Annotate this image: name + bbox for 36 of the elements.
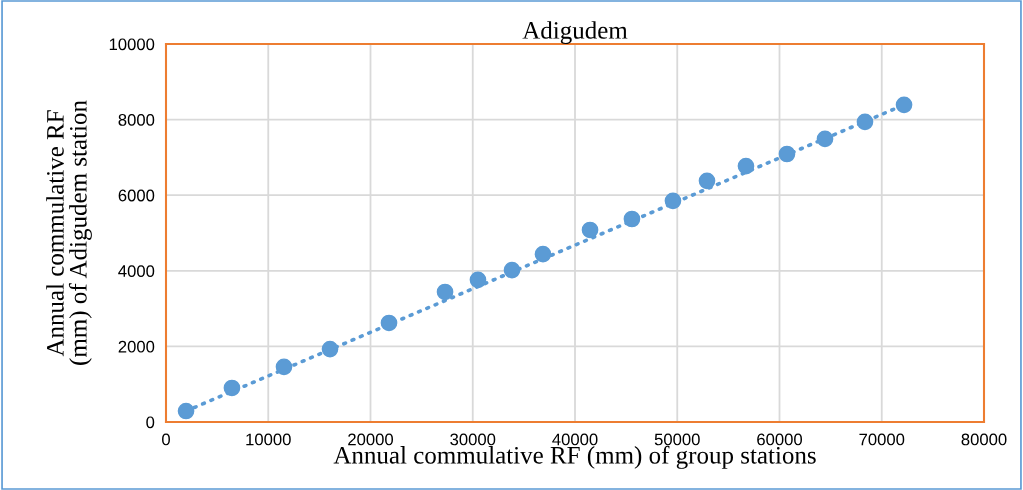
point xyxy=(698,172,716,190)
x-tick-label: 10000 xyxy=(246,433,291,446)
point xyxy=(469,271,487,289)
x-tick-label: 0 xyxy=(162,433,170,446)
point xyxy=(816,130,834,148)
x-tick-label: 30000 xyxy=(450,433,496,446)
y-tick-label: 6000 xyxy=(118,189,155,202)
point xyxy=(581,221,599,239)
point xyxy=(380,314,398,332)
y-tick-label: 8000 xyxy=(118,114,155,126)
point xyxy=(177,402,195,420)
point xyxy=(664,192,682,210)
point xyxy=(223,379,241,397)
point xyxy=(895,96,913,114)
x-axis-title: Annual commulative RF (mm) of group stations xyxy=(333,445,816,469)
y-tick-label: 0 xyxy=(146,416,155,429)
point xyxy=(856,113,874,131)
point xyxy=(778,145,796,163)
point xyxy=(534,245,552,263)
x-tick-label: 70000 xyxy=(859,433,905,446)
y-axis-title: Annual commulative RF (mm) of Adigudem station xyxy=(46,100,92,365)
point xyxy=(321,340,339,358)
chart-title: Adigudem xyxy=(522,21,628,44)
y-tick-label: 4000 xyxy=(118,265,155,277)
point xyxy=(275,358,293,376)
point xyxy=(737,157,755,175)
point xyxy=(503,261,521,279)
point xyxy=(623,210,641,228)
x-tick-label: 40000 xyxy=(552,433,598,446)
x-tick-label: 80000 xyxy=(961,433,1007,446)
point xyxy=(436,283,454,301)
x-tick-label: 20000 xyxy=(348,433,394,446)
x-tick-label: 50000 xyxy=(654,433,700,446)
x-tick-label: 60000 xyxy=(757,433,803,446)
y-tick-label: 2000 xyxy=(118,340,155,353)
y-tick-label: 10000 xyxy=(109,38,155,51)
